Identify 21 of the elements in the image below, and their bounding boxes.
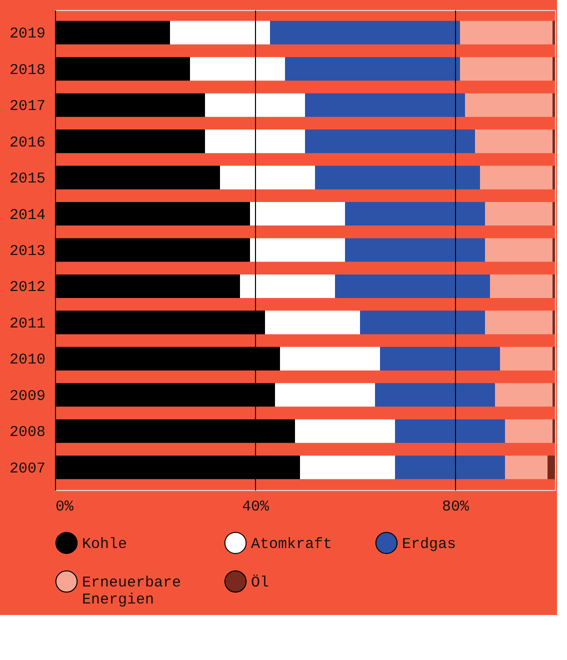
y-tick-label: 2016 bbox=[9, 134, 46, 152]
x-tick-label: 40% bbox=[242, 498, 270, 516]
y-tick-label: 2012 bbox=[9, 279, 46, 296]
y-tick-label: 2009 bbox=[9, 388, 46, 405]
legend-label: Kohle bbox=[82, 536, 128, 553]
x-tick-label: 0% bbox=[56, 498, 74, 516]
y-tick-label: 2014 bbox=[9, 206, 46, 224]
legend-label: Atomkraft bbox=[251, 536, 332, 553]
y-tick-label: 2013 bbox=[9, 243, 46, 260]
legend-label: Erneuerbare Energien bbox=[82, 574, 182, 608]
y-tick-label: 2018 bbox=[9, 62, 46, 79]
y-tick-label: 2015 bbox=[9, 170, 46, 188]
x-tick-label: 80% bbox=[442, 498, 470, 516]
y-tick-label: 2007 bbox=[9, 460, 46, 478]
legend-label: Öl bbox=[251, 574, 270, 592]
y-tick-label: 2008 bbox=[9, 424, 46, 442]
y-tick-label: 2010 bbox=[9, 352, 46, 369]
legend-label: Erdgas bbox=[402, 536, 456, 553]
y-tick-label: 2017 bbox=[9, 98, 46, 116]
y-tick-label: 2011 bbox=[9, 315, 46, 332]
y-tick-label: 2019 bbox=[9, 26, 46, 43]
